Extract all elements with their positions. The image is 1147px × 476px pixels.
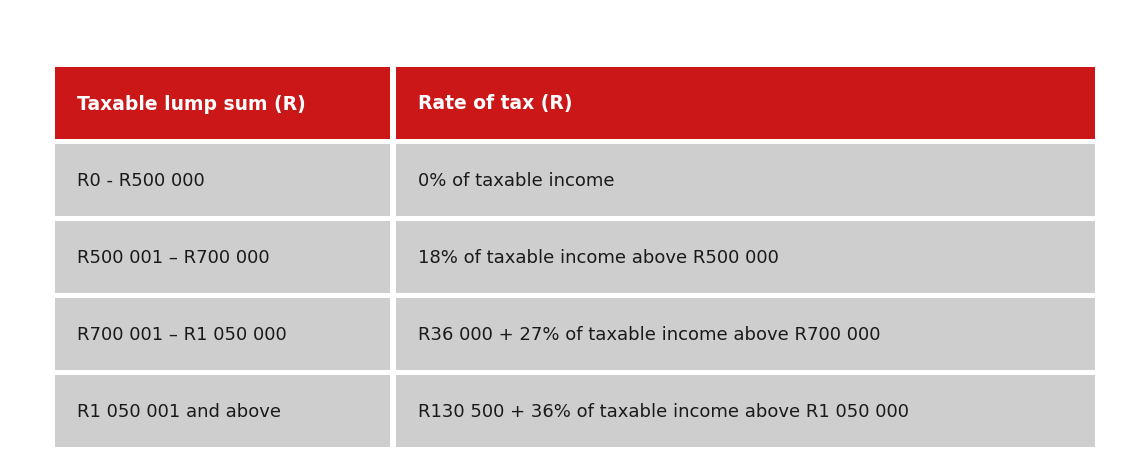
Bar (390, 221, 396, 293)
Text: R0 - R500 000: R0 - R500 000 (77, 172, 205, 189)
Bar (55, 298, 390, 370)
Bar (390, 375, 396, 447)
Text: R1 050 001 and above: R1 050 001 and above (77, 402, 281, 420)
Bar (55, 68, 390, 140)
Bar (396, 298, 1095, 370)
Text: 0% of taxable income: 0% of taxable income (418, 172, 615, 189)
Text: R36 000 + 27% of taxable income above R700 000: R36 000 + 27% of taxable income above R7… (418, 325, 881, 343)
Text: R700 001 – R1 050 000: R700 001 – R1 050 000 (77, 325, 287, 343)
Text: R130 500 + 36% of taxable income above R1 050 000: R130 500 + 36% of taxable income above R… (418, 402, 910, 420)
Bar (55, 375, 390, 447)
Bar (396, 145, 1095, 217)
Bar (55, 145, 390, 217)
Text: R500 001 – R700 000: R500 001 – R700 000 (77, 248, 270, 267)
Bar (390, 145, 396, 217)
Text: 18% of taxable income above R500 000: 18% of taxable income above R500 000 (418, 248, 779, 267)
Bar (396, 375, 1095, 447)
Text: Rate of tax (R): Rate of tax (R) (418, 94, 572, 113)
Bar (396, 221, 1095, 293)
Text: Taxable lump sum (R): Taxable lump sum (R) (77, 94, 306, 113)
Bar (390, 68, 396, 140)
Bar (55, 221, 390, 293)
Bar (390, 298, 396, 370)
Bar (396, 68, 1095, 140)
